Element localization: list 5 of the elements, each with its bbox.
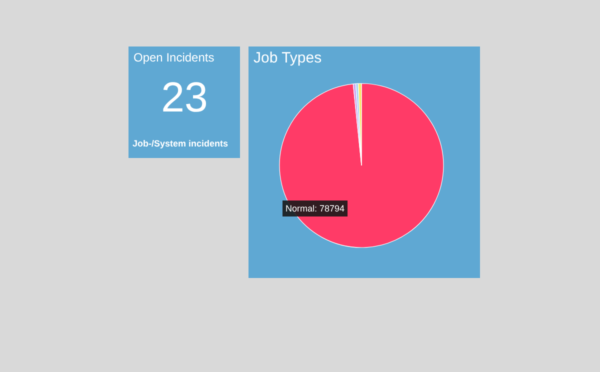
text: 23 [161,74,208,120]
text: Job-/System incidents [132,138,228,148]
text: Open Incidents [134,50,214,64]
slice-label: Normal: 78794 [286,204,345,214]
chart-title: Job Types [254,50,322,66]
